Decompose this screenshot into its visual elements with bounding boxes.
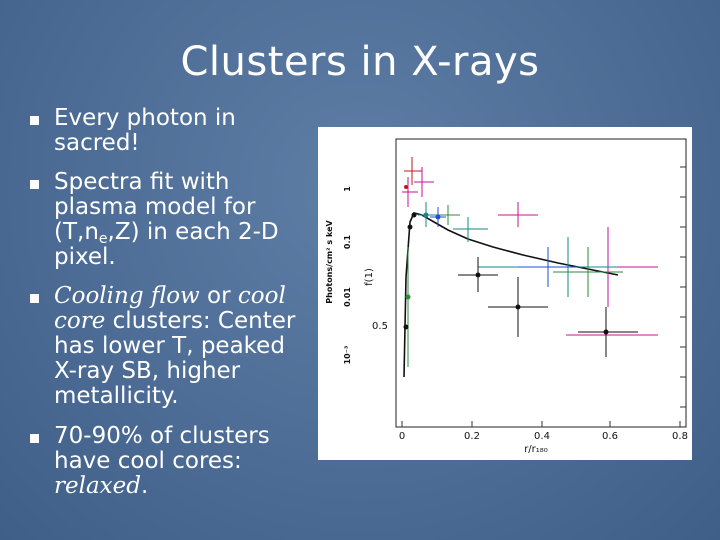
bullet-list: Every photon in sacred! Spectra fit with… bbox=[30, 106, 330, 499]
bullet-text: pixel. bbox=[54, 244, 116, 270]
inset-y-tick: 0.01 bbox=[343, 287, 352, 307]
bullet-text: sacred! bbox=[54, 130, 140, 156]
inset-y-tick: 1 bbox=[343, 186, 352, 192]
x-tick-label: 0.4 bbox=[534, 431, 550, 442]
x-axis-label: r/r₁₈₀ bbox=[524, 444, 548, 455]
bullet-text: metallicity. bbox=[54, 383, 179, 409]
bullet-text: clusters: Center bbox=[105, 308, 296, 334]
x-tick-label: 0 bbox=[399, 431, 405, 442]
x-tick-label: 0.8 bbox=[672, 431, 688, 442]
x-tick-label: 0.2 bbox=[464, 431, 480, 442]
bullet-text: plasma model for bbox=[54, 194, 256, 220]
profile-curve bbox=[403, 212, 619, 378]
italic-term: relaxed bbox=[54, 473, 141, 499]
inset-y-tick: 0.1 bbox=[343, 234, 352, 249]
error-bars bbox=[402, 157, 658, 367]
bullet-square-icon bbox=[30, 434, 39, 443]
bullet-text: (T,n bbox=[54, 219, 99, 245]
bullet-text: have cool cores: bbox=[54, 448, 242, 474]
bullet-square-icon bbox=[30, 294, 39, 303]
italic-term: cool bbox=[237, 283, 286, 309]
bullet-item: Cooling flow or cool core clusters: Cent… bbox=[30, 284, 330, 424]
data-points bbox=[403, 185, 609, 335]
figure-image: 0 0.2 0.4 0.6 0.8 r/r₁₈₀ 0.5 f(1) Photon… bbox=[318, 127, 692, 460]
italic-term: core bbox=[54, 308, 106, 334]
inset-y-label: Photons/cm² s keV bbox=[325, 219, 334, 303]
figure-svg: 0 0.2 0.4 0.6 0.8 r/r₁₈₀ 0.5 f(1) Photon… bbox=[325, 138, 688, 455]
slide-title: Clusters in X-rays bbox=[180, 39, 540, 85]
subscript: e bbox=[98, 231, 108, 247]
bullet-item: Every photon in sacred! bbox=[30, 106, 330, 170]
inset-y-tick: 10⁻³ bbox=[343, 345, 352, 364]
bullet-text: or bbox=[199, 283, 238, 309]
bullet-text: Spectra fit with bbox=[54, 169, 230, 195]
bullet-text: 70-90% of clusters bbox=[54, 423, 270, 449]
bottom-ticks bbox=[401, 421, 681, 427]
x-tick-label: 0.6 bbox=[602, 431, 618, 442]
bullet-text: X-ray SB, higher bbox=[54, 358, 241, 384]
main-plot-frame bbox=[395, 138, 687, 428]
main-y-label: f(1) bbox=[364, 268, 375, 286]
bullet-text: Every photon in bbox=[54, 105, 236, 131]
bullet-square-icon bbox=[30, 116, 39, 125]
main-y-tick: 0.5 bbox=[372, 321, 388, 332]
italic-term: Cooling flow bbox=[54, 283, 200, 309]
bullet-square-icon bbox=[30, 180, 39, 189]
bullet-item: Spectra fit with plasma model for (T,ne,… bbox=[30, 170, 330, 284]
bullet-item: 70-90% of clusters have cool cores: rela… bbox=[30, 424, 330, 499]
bullet-text: . bbox=[140, 473, 149, 499]
bullet-text: ,Z) in each 2-D bbox=[107, 219, 279, 245]
bullet-text: has lower T, peaked bbox=[54, 333, 285, 359]
right-ticks bbox=[680, 166, 686, 408]
